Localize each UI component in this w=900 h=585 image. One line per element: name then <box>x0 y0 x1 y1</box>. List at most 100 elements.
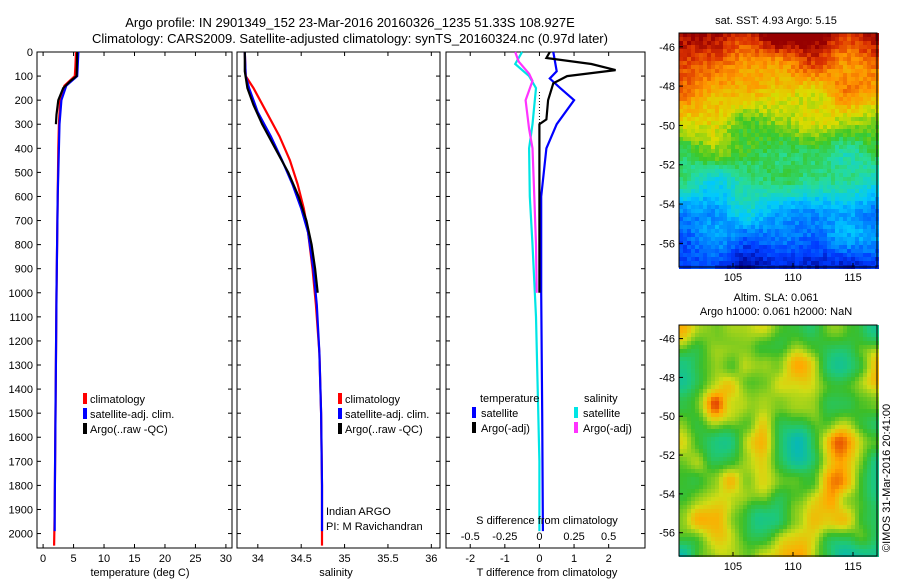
heatmap-cell <box>803 45 807 49</box>
heatmap-cell <box>699 177 703 181</box>
heatmap-cell <box>815 241 819 245</box>
heatmap-cell <box>819 361 823 365</box>
heatmap-cell <box>815 201 819 205</box>
heatmap-cell <box>827 465 831 469</box>
heatmap-cell <box>687 377 691 381</box>
heatmap-cell <box>815 113 819 117</box>
heatmap-cell <box>759 457 763 461</box>
heatmap-cell <box>819 125 823 129</box>
heatmap-cell <box>851 53 855 57</box>
heatmap-cell <box>787 341 791 345</box>
heatmap-cell <box>775 237 779 241</box>
heatmap-cell <box>739 385 743 389</box>
heatmap-cell <box>871 141 875 145</box>
heatmap-cell <box>731 349 735 353</box>
heatmap-cell <box>707 109 711 113</box>
heatmap-cell <box>735 217 739 221</box>
heatmap-cell <box>871 413 875 417</box>
heatmap-cell <box>855 189 859 193</box>
heatmap-cell <box>775 349 779 353</box>
heatmap-cell <box>835 393 839 397</box>
heatmap-cell <box>695 221 699 225</box>
heatmap-cell <box>759 217 763 221</box>
heatmap-cell <box>723 385 727 389</box>
heatmap-cell <box>831 197 835 201</box>
heatmap-cell <box>859 45 863 49</box>
heatmap-cell <box>803 181 807 185</box>
heatmap-cell <box>775 465 779 469</box>
heatmap-cell <box>723 85 727 89</box>
heatmap-cell <box>851 345 855 349</box>
heatmap-cell <box>863 465 867 469</box>
heatmap-cell <box>711 113 715 117</box>
heatmap-cell <box>763 165 767 169</box>
heatmap-cell <box>703 101 707 105</box>
heatmap-cell <box>863 393 867 397</box>
heatmap-cell <box>843 385 847 389</box>
heatmap-cell <box>847 357 851 361</box>
heatmap-cell <box>699 85 703 89</box>
heatmap-cell <box>699 353 703 357</box>
heatmap-cell <box>815 377 819 381</box>
heatmap-cell <box>787 81 791 85</box>
heatmap-cell <box>759 401 763 405</box>
heatmap-cell <box>687 353 691 357</box>
heatmap-cell <box>855 245 859 249</box>
heatmap-cell <box>699 453 703 457</box>
heatmap-cell <box>703 85 707 89</box>
heatmap-cell <box>847 185 851 189</box>
heatmap-cell <box>715 109 719 113</box>
heatmap-cell <box>735 385 739 389</box>
heatmap-cell <box>851 49 855 53</box>
heatmap-cell <box>703 125 707 129</box>
heatmap-cell <box>687 153 691 157</box>
heatmap-cell <box>835 117 839 121</box>
heatmap-cell <box>743 421 747 425</box>
heatmap-cell <box>683 177 687 181</box>
heatmap-cell <box>775 249 779 253</box>
heatmap-cell <box>747 145 751 149</box>
heatmap-cell <box>775 141 779 145</box>
heatmap-cell <box>807 261 811 265</box>
heatmap-cell <box>719 213 723 217</box>
heatmap-cell <box>867 437 871 441</box>
heatmap-cell <box>827 189 831 193</box>
heatmap-cell <box>819 145 823 149</box>
heatmap-cell <box>707 117 711 121</box>
heatmap-cell <box>831 229 835 233</box>
heatmap-cell <box>719 133 723 137</box>
heatmap-cell <box>715 249 719 253</box>
heatmap-cell <box>819 165 823 169</box>
heatmap-cell <box>767 433 771 437</box>
y-tick-label: 400 <box>15 143 33 155</box>
heatmap-cell <box>863 257 867 261</box>
heatmap-cell <box>803 341 807 345</box>
heatmap-cell <box>735 437 739 441</box>
heatmap-cell <box>775 101 779 105</box>
heatmap-cell <box>871 453 875 457</box>
heatmap-cell <box>799 41 803 45</box>
heatmap-cell <box>679 341 683 345</box>
heatmap-cell <box>863 437 867 441</box>
heatmap-cell <box>807 221 811 225</box>
x-tick-label: 5 <box>71 553 77 565</box>
heatmap-cell <box>799 125 803 129</box>
heatmap-cell <box>755 101 759 105</box>
heatmap-cell <box>871 149 875 153</box>
heatmap-cell <box>799 393 803 397</box>
heatmap-cell <box>859 141 863 145</box>
heatmap-cell <box>847 453 851 457</box>
heatmap-cell <box>791 349 795 353</box>
heatmap-cell <box>803 97 807 101</box>
heatmap-cell <box>827 101 831 105</box>
heatmap-cell <box>807 49 811 53</box>
heatmap-cell <box>855 341 859 345</box>
heatmap-cell <box>823 369 827 373</box>
heatmap-cell <box>683 145 687 149</box>
heatmap-cell <box>811 457 815 461</box>
heatmap-cell <box>835 97 839 101</box>
heatmap-cell <box>751 225 755 229</box>
heatmap-cell <box>851 457 855 461</box>
heatmap-cell <box>679 237 683 241</box>
heatmap-cell <box>715 169 719 173</box>
